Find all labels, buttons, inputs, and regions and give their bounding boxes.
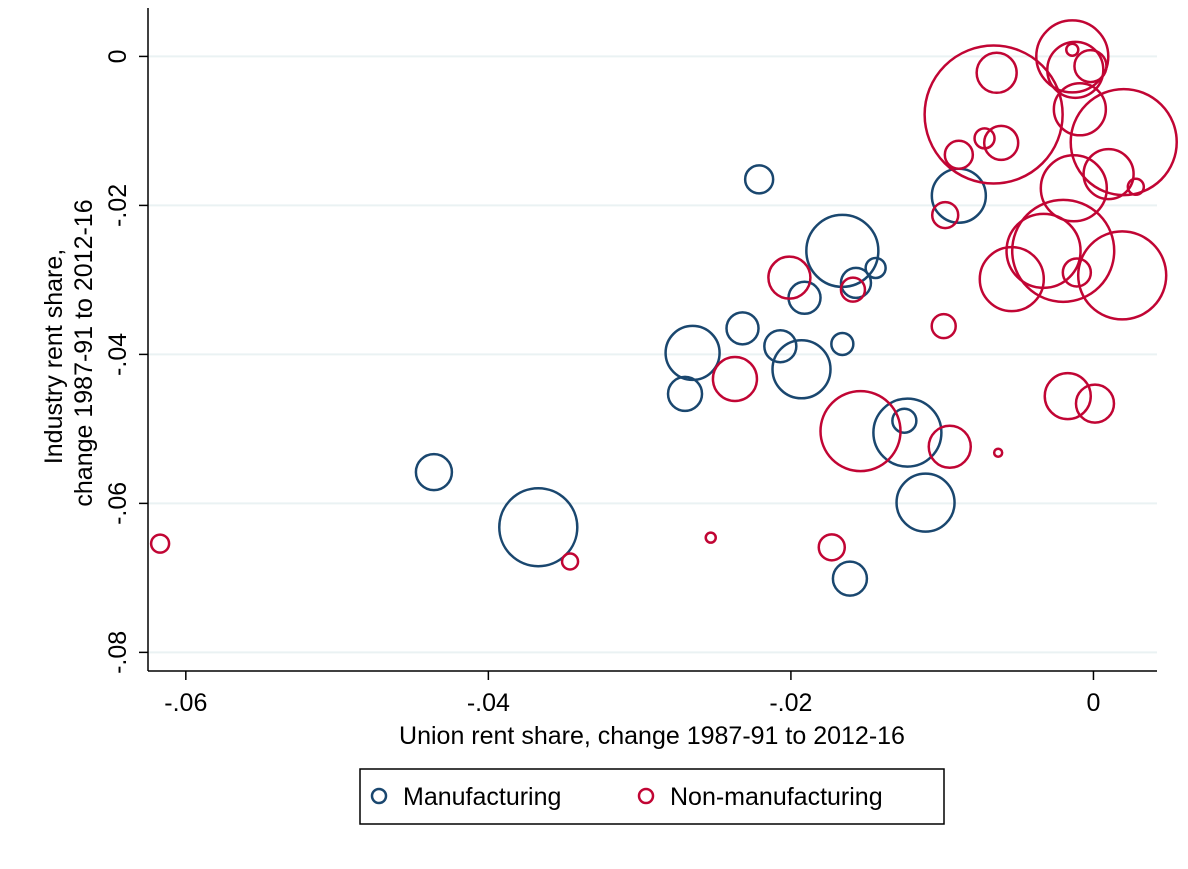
- axis-labels: Union rent share, change 1987-91 to 2012…: [40, 199, 905, 750]
- point-manufacturing-15: [414, 452, 454, 492]
- point-non-manufacturing-17: [978, 245, 1046, 313]
- point-manufacturing-12: [872, 397, 943, 468]
- point-non-manufacturing-13: [1039, 154, 1109, 223]
- point-non-manufacturing-5: [923, 44, 1064, 185]
- legend-label-non-manufacturing: Non-manufacturing: [670, 783, 883, 811]
- point-non-manufacturing-22: [930, 312, 957, 340]
- y-axis-title: Industry rent share, change 1987-91 to 2…: [40, 199, 98, 506]
- point-manufacturing-10: [771, 339, 832, 400]
- y-tick-label-2: -.04: [104, 333, 132, 376]
- legend-label-manufacturing: Manufacturing: [403, 783, 561, 811]
- point-manufacturing-0: [743, 164, 775, 195]
- point-manufacturing-4: [839, 266, 873, 300]
- point-non-manufacturing-26: [819, 389, 902, 473]
- y-tick-label-0: 0: [104, 49, 132, 63]
- point-non-manufacturing-9: [973, 127, 996, 150]
- legend: Manufacturing Non-manufacturing: [359, 768, 945, 825]
- point-non-manufacturing-6: [1052, 82, 1108, 137]
- point-non-manufacturing-1: [1065, 42, 1080, 57]
- point-manufacturing-16: [498, 486, 579, 568]
- grid-lines: [148, 55, 1157, 654]
- point-non-manufacturing-10: [943, 139, 975, 171]
- point-non-manufacturing-11: [1082, 147, 1135, 201]
- x-tick-label-0: -.06: [164, 689, 207, 717]
- legend-marker-manufacturing: [370, 787, 388, 805]
- point-manufacturing-13: [891, 407, 918, 434]
- point-manufacturing-17: [831, 560, 869, 597]
- point-non-manufacturing-25: [1074, 383, 1116, 424]
- point-manufacturing-3: [864, 256, 887, 280]
- point-manufacturing-7: [763, 328, 798, 364]
- legend-marker-non-manufacturing: [637, 787, 655, 805]
- axes: -.06 -.04 -.02 0 0 -.02 -.04 -.06 -.08: [104, 8, 1157, 717]
- point-manufacturing-14: [895, 472, 956, 533]
- point-non-manufacturing-4: [975, 51, 1018, 95]
- point-non-manufacturing-30: [560, 552, 580, 571]
- point-non-manufacturing-24: [1043, 371, 1092, 421]
- point-manufacturing-6: [725, 311, 760, 346]
- data-points: [149, 19, 1178, 597]
- point-non-manufacturing-21: [839, 276, 867, 303]
- y-tick-label-3: -.06: [104, 482, 132, 525]
- point-non-manufacturing-3: [1073, 48, 1108, 84]
- point-non-manufacturing-8: [982, 124, 1020, 162]
- point-manufacturing-11: [666, 375, 704, 413]
- point-non-manufacturing-14: [930, 200, 960, 230]
- y-axis-title-line-1: Industry rent share,: [40, 249, 68, 464]
- x-tick-label-3: 0: [1087, 689, 1101, 717]
- point-non-manufacturing-29: [149, 533, 171, 554]
- y-axis-title-line-2: change 1987-91 to 2012-16: [70, 199, 98, 506]
- point-non-manufacturing-32: [817, 533, 847, 562]
- point-non-manufacturing-23: [711, 355, 759, 403]
- point-non-manufacturing-27: [927, 424, 973, 470]
- point-non-manufacturing-31: [704, 531, 717, 544]
- point-non-manufacturing-20: [767, 255, 812, 300]
- point-non-manufacturing-19: [1076, 230, 1168, 321]
- x-axis-title: Union rent share, change 1987-91 to 2012…: [399, 722, 905, 750]
- point-manufacturing-8: [830, 331, 855, 357]
- x-tick-label-2: -.02: [769, 689, 812, 717]
- x-tick-label-1: -.04: [467, 689, 510, 717]
- point-non-manufacturing-12: [1126, 177, 1146, 197]
- point-non-manufacturing-0: [1035, 19, 1110, 94]
- point-non-manufacturing-15: [1010, 198, 1116, 304]
- y-tick-label-4: -.08: [104, 631, 132, 674]
- point-non-manufacturing-28: [992, 447, 1004, 458]
- y-tick-label-1: -.02: [104, 184, 132, 227]
- point-non-manufacturing-18: [1061, 257, 1093, 288]
